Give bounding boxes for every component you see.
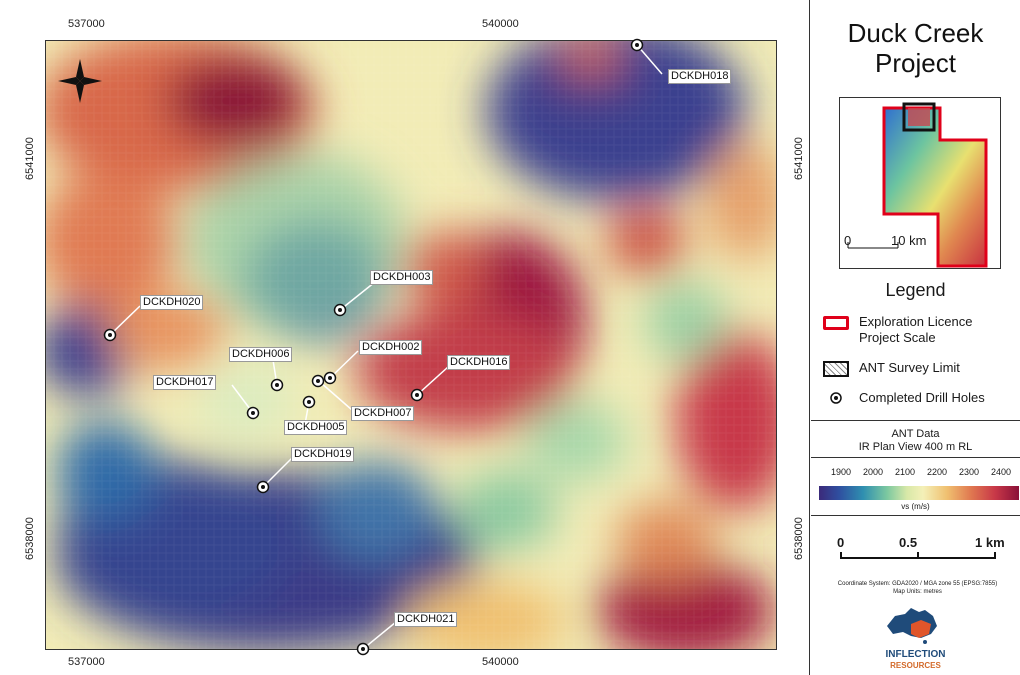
bottom-tick-540000: 540000 — [482, 656, 519, 668]
colorbar-tick: 1900 — [831, 467, 852, 477]
legend-label: Completed Drill Holes — [859, 390, 985, 405]
drill-hole-dot-icon — [256, 480, 270, 494]
drill-hole-label[interactable]: DCKDH020 — [140, 295, 204, 310]
colorbar-tick: 2000 — [863, 467, 884, 477]
drill-hole-label[interactable]: DCKDH019 — [291, 447, 355, 462]
scale-label-half: 0.5 — [899, 535, 918, 550]
drill-hole-label[interactable]: DCKDH003 — [370, 270, 434, 285]
drill-hole-dot-icon — [356, 642, 370, 656]
colorbar-tick: 2400 — [991, 467, 1012, 477]
colorbar-tick: 2200 — [927, 467, 948, 477]
drill-hole-dot-icon — [323, 371, 337, 385]
top-tick-537000: 537000 — [68, 18, 105, 30]
red-outline-rect-icon — [821, 314, 851, 332]
drill-hole-label[interactable]: DCKDH005 — [284, 420, 348, 435]
colorbar-tick: 2100 — [895, 467, 916, 477]
legend-panel: Duck Creek Project 0 10 km Legend — [811, 0, 1020, 675]
drill-hole-dot-icon — [103, 328, 117, 342]
velocity-colorbar — [819, 486, 1019, 500]
legend-item-ant-survey: ANT Survey Limit — [821, 360, 960, 378]
drill-hole-dot-icon — [270, 378, 284, 392]
inset-scale-label: 10 km — [891, 233, 927, 248]
legend-title: Legend — [885, 280, 946, 300]
drill-hole-dot-icon — [410, 388, 424, 402]
drill-hole-label[interactable]: DCKDH007 — [351, 406, 415, 421]
inset-location-map[interactable] — [839, 97, 1001, 269]
drill-hole-dot-icon — [821, 390, 851, 408]
top-tick-540000: 540000 — [482, 18, 519, 30]
inflection-logo-icon — [887, 608, 937, 644]
scale-label-0: 0 — [837, 535, 845, 550]
logo-subtext: RESOURCES — [890, 661, 941, 670]
drill-hole-markers — [103, 38, 644, 656]
scale-label-1km: 1 km — [975, 535, 1005, 550]
divider — [811, 457, 1020, 458]
north-arrow-icon — [58, 59, 102, 103]
coordinate-system-note: Coordinate System: GDA2020 / MGA zone 55… — [815, 580, 1020, 596]
ant-title-line2: IR Plan View 400 m RL — [858, 441, 973, 453]
project-title: Duck Creek Project — [847, 18, 984, 78]
divider — [811, 420, 1020, 421]
drill-hole-dot-icon — [311, 374, 325, 388]
ant-data-title: ANT Data IR Plan View 400 m RL — [811, 428, 1020, 454]
legend-label: Exploration Licence Project Scale — [859, 314, 973, 345]
drill-hole-dot-icon — [630, 38, 644, 52]
colorbar-tick: 2300 — [959, 467, 980, 477]
inset-scale-zero: 0 — [844, 233, 852, 248]
drill-hole-dot-icon — [333, 303, 347, 317]
legend-item-drill-holes: Completed Drill Holes — [821, 390, 985, 408]
legend-item-licence: Exploration Licence Project Scale — [821, 314, 1009, 346]
logo-text: INFLECTION — [885, 649, 946, 660]
inset-map-graphic — [847, 102, 988, 268]
velocity-heatmap — [46, 41, 776, 649]
coord-system-line1: Coordinate System: GDA2020 / MGA zone 55… — [837, 581, 998, 587]
colorbar-unit: vs (m/s) — [901, 502, 930, 511]
drill-hole-label[interactable]: DCKDH021 — [394, 612, 458, 627]
bottom-tick-537000: 537000 — [68, 656, 105, 668]
drill-hole-label[interactable]: DCKDH006 — [229, 347, 293, 362]
drill-hole-dot-icon — [302, 395, 316, 409]
map-frame: 537000 540000 537000 540000 6541000 6538… — [24, 0, 810, 675]
drill-hole-label[interactable]: DCKDH018 — [668, 69, 732, 84]
drill-hole-label[interactable]: DCKDH002 — [359, 340, 423, 355]
drill-hole-label[interactable]: DCKDH016 — [447, 355, 511, 370]
drill-hole-dot-icon — [246, 406, 260, 420]
scale-bar-line — [840, 552, 996, 559]
divider — [811, 515, 1020, 516]
drill-hole-layer — [103, 38, 663, 656]
drill-hole-label[interactable]: DCKDH017 — [153, 375, 217, 390]
coord-system-line2: Map Units: metres — [893, 589, 942, 595]
legend-label: ANT Survey Limit — [859, 360, 960, 375]
ant-velocity-map[interactable] — [45, 40, 777, 650]
hatched-rect-icon — [821, 360, 851, 378]
ant-title-line1: ANT Data — [891, 428, 940, 440]
